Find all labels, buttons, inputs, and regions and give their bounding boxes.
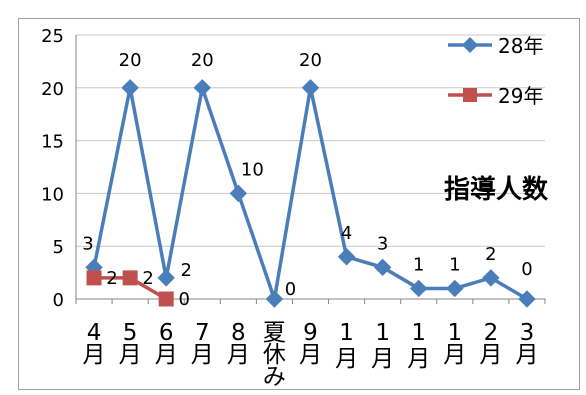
data-point — [193, 79, 211, 97]
data-point — [265, 290, 284, 308]
data-label: 2 — [485, 244, 496, 265]
data-label: 20 — [299, 50, 322, 71]
y-tick-label: 25 — [41, 26, 64, 47]
data-point — [301, 79, 320, 97]
legend: 28年 29年 — [448, 34, 543, 108]
data-label: 1 — [449, 254, 460, 275]
legend-marker-square — [463, 88, 477, 102]
data-point — [86, 270, 102, 286]
data-label: 3 — [82, 233, 93, 254]
data-label: 0 — [285, 279, 296, 300]
legend-label: 28年 — [498, 34, 543, 58]
legend-marker-diamond — [462, 37, 478, 53]
chart-annotation: 指導人数 — [444, 174, 549, 205]
data-label: 10 — [241, 159, 264, 180]
y-tick-label: 5 — [53, 237, 64, 258]
data-label: 20 — [119, 50, 142, 71]
y-tick-label: 20 — [41, 79, 64, 100]
data-point — [482, 269, 500, 287]
gridlines — [76, 34, 545, 247]
data-label: 4 — [341, 223, 352, 244]
legend-label: 29年 — [498, 84, 543, 108]
data-point — [337, 248, 356, 266]
data-point — [229, 184, 248, 203]
data-label: 2 — [180, 260, 191, 281]
data-label: 20 — [191, 50, 214, 71]
y-tick-label: 15 — [41, 132, 64, 153]
data-point — [158, 291, 174, 307]
data-label: 2 — [106, 268, 117, 289]
data-label: 0 — [521, 259, 532, 280]
x-tick-label: 夏休み — [263, 320, 286, 390]
y-tick-label: 10 — [41, 184, 64, 205]
data-point — [373, 258, 392, 277]
data-label: 1 — [413, 254, 424, 275]
y-tick-label: 0 — [53, 290, 64, 311]
data-point — [121, 79, 139, 97]
data-point — [157, 269, 175, 287]
data-point — [446, 279, 464, 298]
data-label: 2 — [142, 268, 153, 289]
data-label: 3 — [377, 233, 388, 254]
data-label: 0 — [178, 289, 189, 310]
data-point — [410, 279, 428, 298]
data-point — [518, 290, 536, 308]
series-lines — [85, 79, 536, 308]
data-point — [122, 270, 138, 286]
chart-frame — [18, 18, 580, 390]
